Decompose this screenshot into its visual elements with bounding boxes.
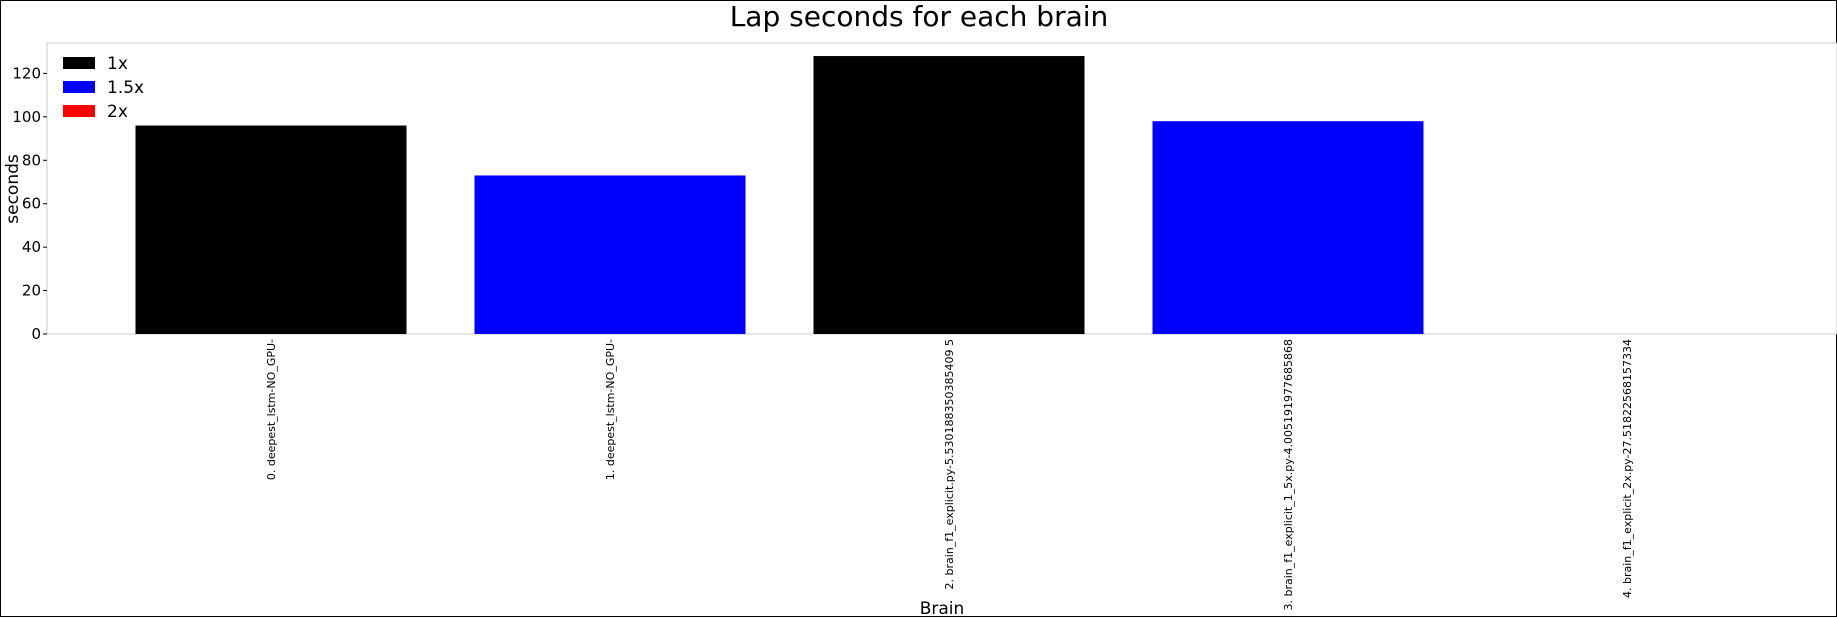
x-tick-label: 1. deepest_lstm-NO_GPU-: [604, 339, 617, 480]
y-tick-label: 60: [22, 195, 41, 213]
legend-label: 2x: [107, 102, 128, 122]
x-tick-label: 2. brain_f1_explicit.py-5.53018835038540…: [943, 339, 956, 589]
x-axis-label: Brain: [920, 599, 965, 618]
legend-swatch: [63, 105, 95, 117]
legend-swatch: [63, 81, 95, 93]
y-tick-label: 100: [12, 108, 41, 126]
y-axis-ticks: 0 20 40 60 80 100 120: [12, 64, 47, 343]
x-axis-ticks: 0. deepest_lstm-NO_GPU- 1. deepest_lstm-N…: [265, 339, 1634, 611]
x-tick-label: 3. brain_f1_explicit_1_5x.py-4.005191977…: [1282, 339, 1295, 610]
legend: 1x 1.5x 2x: [56, 49, 148, 125]
bar-0: [135, 125, 407, 334]
y-axis-label: seconds: [3, 154, 23, 224]
y-tick-label: 20: [22, 282, 41, 300]
chart-title: Lap seconds for each brain: [730, 1, 1109, 33]
y-tick-label: 0: [31, 325, 41, 343]
y-tick-label: 40: [22, 238, 41, 256]
y-tick-label: 120: [12, 64, 41, 82]
x-tick-label: 0. deepest_lstm-NO_GPU-: [265, 339, 278, 480]
legend-swatch: [63, 57, 95, 69]
x-tick-label: 4. brain_f1_explicit_2x.py-27.5182256815…: [1621, 339, 1634, 598]
bars-group: [135, 56, 1424, 335]
legend-label: 1.5x: [107, 78, 144, 98]
bar-3: [1152, 121, 1424, 334]
legend-label: 1x: [107, 54, 128, 74]
y-tick-label: 80: [22, 151, 41, 169]
bar-1: [474, 175, 746, 334]
bar-2: [813, 56, 1085, 335]
